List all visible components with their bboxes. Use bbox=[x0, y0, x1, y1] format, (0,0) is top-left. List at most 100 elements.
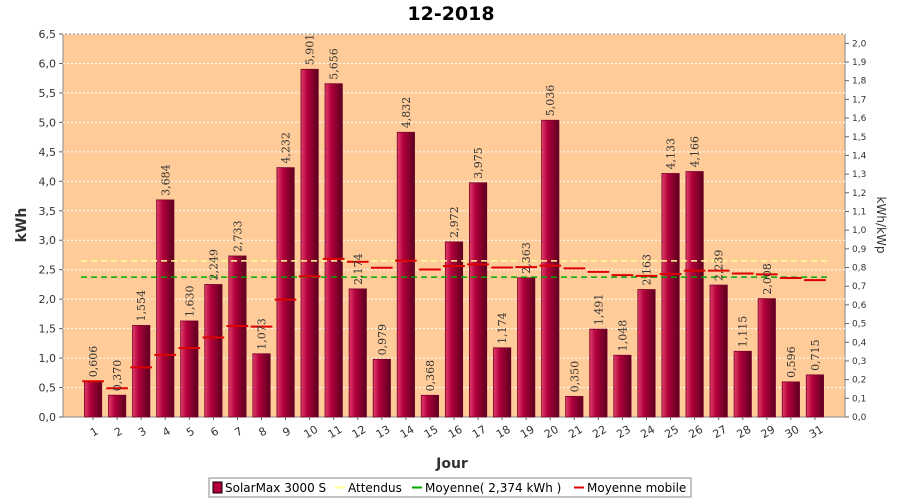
value-label: 1,115 bbox=[737, 316, 750, 348]
y-tick-label: 1,5 bbox=[39, 323, 57, 336]
y2-axis-ticks: 0,0 0,1 0,2 0,3 0,4 0,5 0,6 0,7 0,8 0,9 1,0 1,1 1,2 1… bbox=[845, 39, 867, 423]
y2-tick-label: 1,5 bbox=[852, 133, 866, 143]
bar bbox=[108, 394, 127, 418]
y-tick-label: 0,0 bbox=[39, 411, 57, 424]
y2-tick-label: 1,8 bbox=[852, 77, 867, 87]
legend-label-moyenne-mobile: Moyenne mobile bbox=[587, 481, 686, 495]
value-label: 1,048 bbox=[616, 320, 629, 352]
x-tick-label: 15 bbox=[422, 423, 441, 441]
y-tick-label: 6,5 bbox=[39, 28, 57, 41]
value-label: 1,630 bbox=[183, 285, 196, 317]
bar-series bbox=[84, 68, 824, 418]
y-tick-label: 5,0 bbox=[39, 116, 57, 129]
legend-label-moyenne: Moyenne( 2,374 kWh ) bbox=[425, 481, 561, 495]
legend-label-solarmax: SolarMax 3000 S bbox=[225, 481, 326, 495]
value-label: 5,901 bbox=[304, 34, 317, 66]
x-axis-ticks: 1 2 3 4 5 6 7 8 9 10 11 12 13 14 15 16 17 18 19 20 21 22 23 24 2… bbox=[88, 417, 825, 441]
x-tick-label: 31 bbox=[807, 423, 826, 441]
x-tick-label: 26 bbox=[687, 423, 706, 441]
value-label: 2,174 bbox=[352, 253, 365, 285]
bar bbox=[565, 395, 584, 418]
x-tick-label: 16 bbox=[446, 423, 465, 441]
value-label: 0,715 bbox=[809, 339, 822, 371]
bar bbox=[396, 131, 415, 418]
value-label: 0,350 bbox=[568, 361, 581, 393]
value-label: 5,036 bbox=[544, 85, 557, 117]
y2-tick-label: 1,4 bbox=[852, 151, 867, 161]
y2-tick-label: 0,5 bbox=[852, 320, 866, 330]
bar bbox=[468, 182, 488, 418]
x-tick-label: 1 bbox=[88, 425, 101, 440]
x-tick-label: 4 bbox=[160, 425, 173, 440]
bar bbox=[757, 298, 776, 418]
bar bbox=[420, 394, 440, 418]
value-label: 2,249 bbox=[207, 249, 220, 281]
x-tick-label: 13 bbox=[374, 423, 393, 441]
chart-title: 12-2018 bbox=[407, 3, 494, 25]
bar bbox=[180, 320, 199, 418]
x-tick-label: 9 bbox=[281, 425, 294, 440]
value-label: 4,832 bbox=[400, 97, 413, 129]
bar bbox=[156, 199, 175, 418]
bar bbox=[661, 173, 680, 418]
y2-tick-label: 1,2 bbox=[852, 189, 866, 199]
y-axis-title: kWh bbox=[14, 208, 30, 243]
x-tick-label: 25 bbox=[662, 423, 681, 441]
x-tick-label: 10 bbox=[302, 423, 321, 441]
x-axis-title: Jour bbox=[435, 456, 468, 472]
x-tick-label: 6 bbox=[208, 425, 221, 440]
value-label: 3,975 bbox=[472, 147, 485, 179]
bar bbox=[348, 288, 367, 418]
y2-tick-label: 1,0 bbox=[852, 226, 867, 236]
value-label: 2,239 bbox=[713, 250, 726, 282]
x-tick-label: 29 bbox=[759, 423, 778, 441]
y-tick-label: 2,5 bbox=[39, 264, 57, 277]
bar bbox=[613, 354, 632, 418]
y2-tick-label: 0,2 bbox=[852, 376, 866, 386]
value-label: 2,972 bbox=[448, 206, 461, 238]
y-tick-label: 5,5 bbox=[39, 87, 57, 100]
value-label: 1,174 bbox=[496, 312, 509, 344]
value-label: 0,606 bbox=[87, 346, 100, 378]
bar bbox=[493, 347, 512, 418]
x-tick-label: 8 bbox=[256, 425, 269, 440]
bar bbox=[805, 374, 824, 418]
legend-box bbox=[208, 477, 692, 498]
x-tick-label: 20 bbox=[542, 423, 561, 441]
value-label: 1,073 bbox=[256, 318, 269, 350]
y2-tick-label: 0,4 bbox=[852, 338, 867, 348]
bar bbox=[252, 353, 271, 418]
x-tick-label: 3 bbox=[136, 425, 149, 440]
bar bbox=[781, 381, 800, 418]
legend-swatch-bar bbox=[212, 481, 223, 494]
y-tick-label: 1,0 bbox=[39, 352, 57, 365]
x-tick-label: 24 bbox=[638, 423, 657, 441]
value-label: 2,008 bbox=[761, 263, 774, 295]
x-tick-label: 30 bbox=[783, 423, 802, 441]
bar bbox=[637, 289, 656, 418]
bar bbox=[84, 380, 103, 418]
bar bbox=[444, 241, 464, 418]
y-tick-label: 0,5 bbox=[39, 382, 57, 395]
y2-tick-label: 2,0 bbox=[852, 39, 867, 49]
y-tick-label: 4,0 bbox=[39, 175, 57, 188]
y2-tick-label: 0,9 bbox=[852, 245, 867, 255]
bar bbox=[541, 119, 560, 418]
y-tick-label: 3,0 bbox=[39, 234, 57, 247]
x-tick-label: 7 bbox=[232, 425, 245, 440]
y2-tick-label: 1,3 bbox=[852, 170, 866, 180]
bar bbox=[589, 328, 608, 418]
y2-tick-label: 1,7 bbox=[852, 95, 866, 105]
bar bbox=[709, 284, 728, 418]
y2-tick-label: 1,9 bbox=[852, 58, 867, 68]
legend: SolarMax 3000 S Attendus Moyenne( 2,374 … bbox=[208, 477, 692, 498]
value-labels: 0,606 0,370 1,554 3,684 1,630 2,249 2,733 1,073… bbox=[87, 34, 822, 393]
value-label: 5,656 bbox=[328, 48, 341, 80]
x-tick-label: 27 bbox=[711, 423, 730, 441]
value-label: 2,363 bbox=[520, 242, 533, 274]
value-label: 4,133 bbox=[665, 138, 678, 170]
bar bbox=[204, 284, 223, 418]
y-axis-ticks: 0,0 0,5 1,0 1,5 2,0 2,5 3,0 3,5 4,0 4,5 5,0 5,5 6,0 6… bbox=[39, 28, 63, 424]
y2-tick-label: 0,0 bbox=[852, 413, 867, 423]
